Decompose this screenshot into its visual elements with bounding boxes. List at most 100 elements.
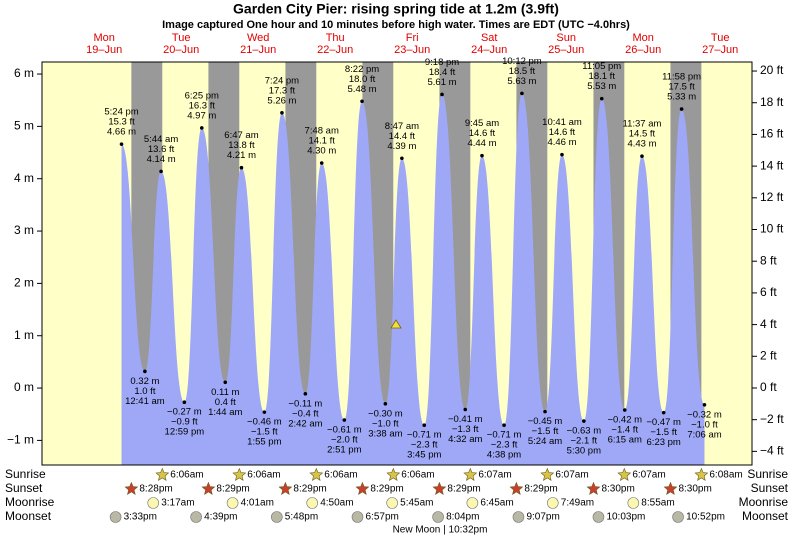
tide-label: 6:15 am [608, 435, 642, 446]
tide-label: −0.47 m [646, 417, 681, 428]
y-tick-label: 1 m [14, 328, 34, 342]
tide-label: 7:48 am [305, 126, 339, 137]
tide-area [121, 93, 705, 465]
day-date: 19–Jun [86, 44, 122, 56]
tide-label: 6:47 am [224, 130, 258, 141]
tide-point [303, 392, 308, 396]
moonrise-icon [546, 497, 559, 509]
tide-point [360, 99, 364, 104]
tide-label: −2.3 ft [491, 440, 518, 451]
tide-point [280, 110, 284, 115]
tide-label: 15.3 ft [108, 117, 135, 128]
y2-tick-label: 0 ft [760, 380, 777, 394]
tide-label: 4.43 m [627, 139, 656, 150]
sunrise-time: 6:08am [709, 470, 742, 481]
tide-point [319, 161, 324, 165]
moonset-row-label: Moonset [742, 509, 789, 523]
sunset-icon [355, 481, 370, 495]
chart-title: Garden City Pier: rising spring tide at … [233, 1, 559, 17]
moonrise-time: 3:17am [161, 498, 194, 509]
day-date: 22–Jun [317, 44, 353, 56]
moonrise-time: 7:49am [561, 498, 594, 509]
y-tick-label: −1 m [7, 433, 34, 447]
tide-label: 11:37 am [623, 119, 662, 130]
tide-point [182, 400, 187, 404]
sunset-row-label: Sunset [5, 481, 43, 495]
moonset-time: 3:33pm [124, 512, 157, 523]
tide-label: −2.3 ft [411, 440, 438, 451]
tide-label: 9:45 am [465, 118, 499, 129]
y2-tick-label: 12 ft [760, 190, 784, 204]
tide-label: 7:06 am [687, 429, 721, 440]
tide-label: 9:18 pm [425, 57, 459, 68]
day-name: Sun [556, 32, 576, 44]
tide-label: 8:47 am [385, 121, 419, 132]
tide-label: 14.6 ft [469, 128, 496, 139]
tide-point [400, 156, 404, 161]
tide-label: 7:24 pm [265, 75, 299, 86]
tide-label: −1.0 ft [372, 418, 399, 429]
day-date: 20–Jun [163, 44, 199, 56]
y2-tick-label: 14 ft [760, 158, 784, 172]
moonrise-time: 8:55am [641, 498, 674, 509]
tide-label: 10:12 pm [502, 56, 542, 67]
sunrise-icon [694, 467, 709, 481]
sunset-icon [432, 481, 447, 495]
sunset-icon [201, 481, 216, 495]
moonrise-row-label: Moonrise [739, 495, 789, 509]
tide-label: −0.46 m [247, 417, 282, 428]
tide-point [679, 107, 684, 111]
tide-label: −0.42 m [607, 415, 642, 426]
moonrise-icon [466, 497, 479, 509]
y-tick-label: 5 m [14, 119, 34, 133]
tide-label: 4.39 m [387, 141, 416, 152]
y-tick-label: 0 m [14, 380, 34, 394]
tide-label: 4.46 m [547, 137, 576, 148]
tide-point [520, 91, 524, 96]
tide-label: −1.4 ft [611, 425, 638, 436]
y2-tick-label: −4 ft [760, 444, 784, 458]
moonset-time: 8:04pm [446, 512, 479, 523]
tide-label: 8:22 pm [345, 64, 379, 75]
y2-tick-label: −2 ft [760, 412, 784, 426]
tide-point [640, 154, 644, 159]
tide-label: 1.0 ft [134, 386, 155, 397]
tide-label: 12:41 am [125, 396, 165, 407]
tide-label: −0.32 m [687, 409, 722, 420]
moonset-time: 6:57pm [365, 512, 398, 523]
tide-point [199, 126, 204, 130]
tide-label: 5.33 m [667, 92, 696, 103]
moonrise-time: 4:50am [320, 498, 353, 509]
moonrise-icon [386, 497, 398, 509]
y-tick-label: 3 m [14, 223, 34, 237]
tide-label: 5:44 am [144, 134, 178, 145]
tide-point [223, 380, 228, 385]
tide-label: −0.71 m [487, 430, 522, 441]
tide-label: −0.61 m [327, 425, 362, 436]
y2-tick-label: 20 ft [760, 63, 784, 77]
moonset-time: 4:39pm [204, 512, 237, 523]
sunrise-row-label: Sunrise [747, 467, 788, 481]
tide-point [560, 152, 564, 157]
tide-label: −0.27 m [167, 407, 202, 418]
tide-label: 6:25 pm [185, 90, 219, 101]
day-date: 26–Jun [625, 44, 661, 56]
tide-label: −0.45 m [528, 416, 563, 427]
tide-point [440, 92, 444, 97]
tide-point [463, 407, 468, 412]
sunset-icon [586, 481, 601, 495]
tide-label: 14.1 ft [309, 136, 336, 147]
day-date: 23–Jun [394, 44, 430, 56]
day-name: Mon [93, 32, 114, 44]
moonset-time: 5:48pm [285, 512, 318, 523]
moonset-row-label: Moonset [5, 509, 52, 523]
moonrise-icon [147, 497, 160, 509]
tide-label: −0.11 m [288, 398, 322, 409]
y2-tick-label: 8 ft [760, 253, 777, 267]
tide-label: 5.53 m [587, 81, 616, 92]
tide-label: 14.4 ft [389, 131, 416, 142]
sunrise-time: 6:07am [555, 470, 588, 481]
tide-label: 5.63 m [507, 76, 536, 87]
tide-point [383, 401, 388, 406]
tide-label: 17.3 ft [269, 85, 296, 96]
